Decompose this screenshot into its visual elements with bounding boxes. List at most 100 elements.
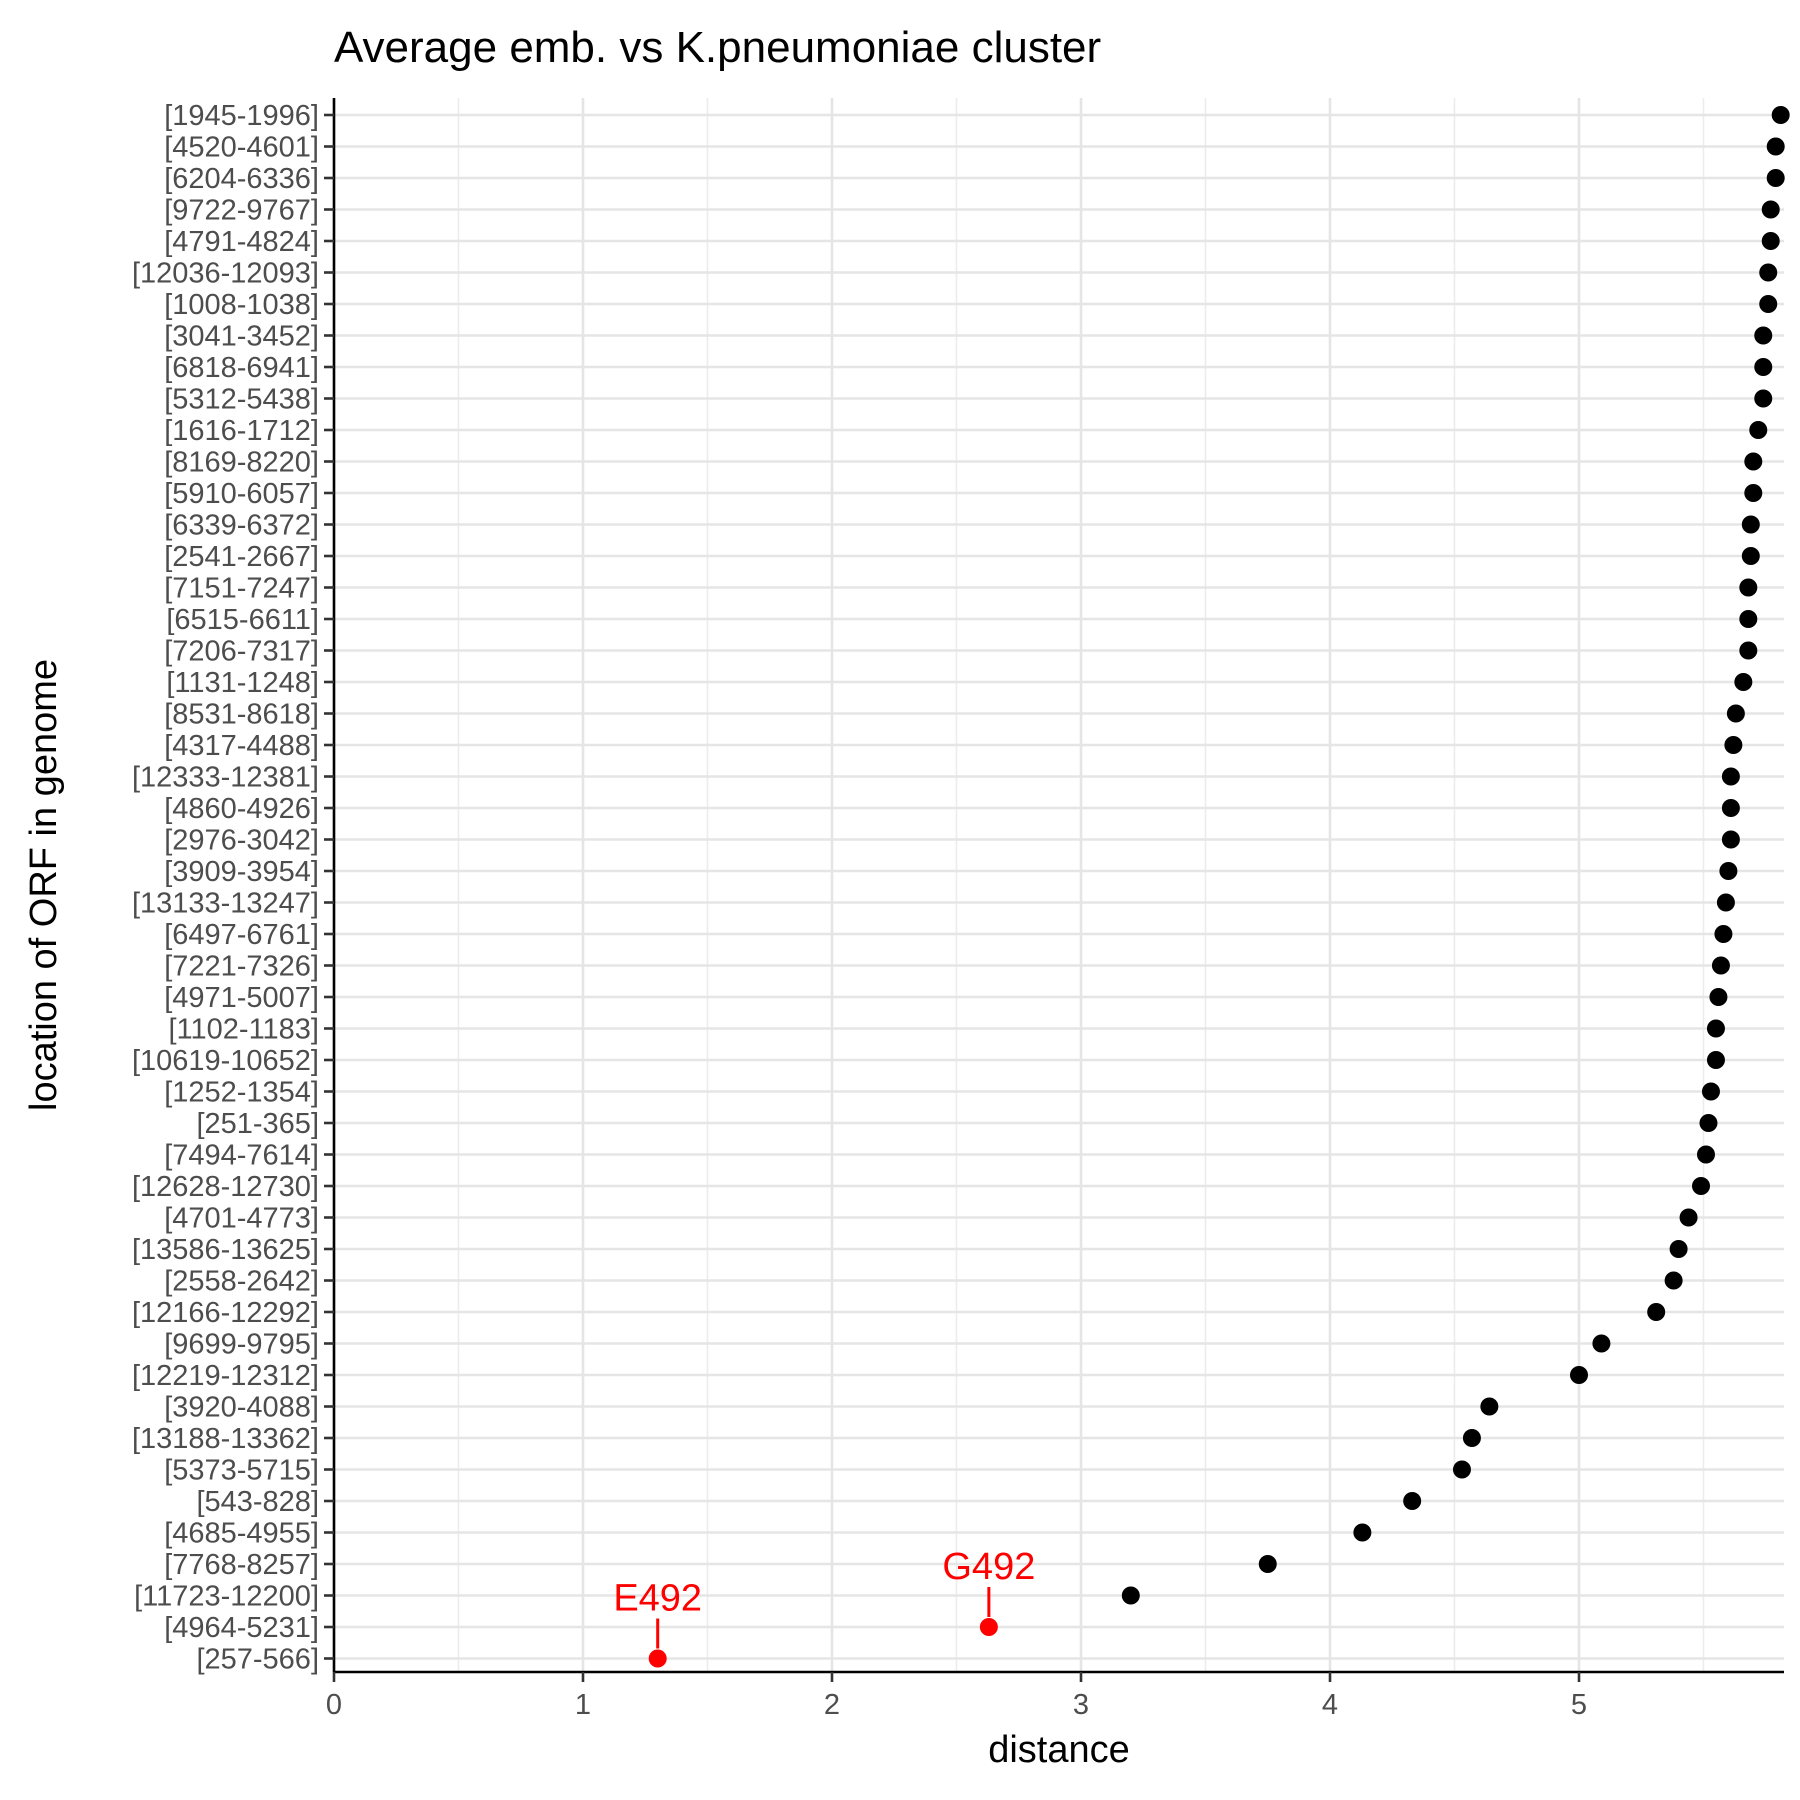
data-point [1739, 641, 1758, 660]
data-point [1734, 673, 1753, 691]
y-tick-label: [6204-6336] [164, 163, 319, 195]
y-tick-label: [543-828] [196, 1486, 319, 1518]
y-tick-label: [1008-1038] [164, 289, 319, 321]
data-point [1716, 893, 1735, 912]
y-tick-label: [4317-4488] [164, 730, 319, 762]
data-point [1759, 295, 1778, 313]
data-point [1739, 610, 1758, 628]
y-tick-label: [13188-13362] [132, 1423, 319, 1455]
axes [332, 98, 1784, 1674]
y-tick-label: [3909-3954] [164, 856, 319, 888]
data-point [1699, 1114, 1718, 1132]
y-tick-label: [1252-1354] [164, 1077, 319, 1109]
chart-title: Average emb. vs K.pneumoniae cluster [334, 23, 1101, 72]
data-point [1706, 1019, 1725, 1038]
y-tick-label: [1102-1183] [169, 1014, 320, 1046]
data-point [1766, 137, 1785, 156]
y-tick-label: [7494-7614] [164, 1140, 319, 1172]
data-point [1669, 1240, 1688, 1258]
data-point [1741, 547, 1760, 565]
y-tick-labels: [1945-1996][4520-4601][6204-6336][9722-9… [132, 100, 334, 1676]
data-point [1701, 1082, 1720, 1101]
data-point [1258, 1555, 1277, 1573]
data-point [1709, 988, 1728, 1006]
x-tick-label: 2 [824, 1689, 840, 1721]
y-tick-label: [5910-6057] [164, 478, 319, 510]
data-point [1462, 1429, 1481, 1447]
data-point [1761, 232, 1780, 250]
data-point [1724, 736, 1743, 754]
y-tick-label: [2541-2667] [164, 541, 319, 573]
x-tick-labels: 0 1 2 3 4 5 [326, 1672, 1587, 1721]
data-point [1744, 484, 1763, 502]
y-tick-label: [4791-4824] [164, 226, 319, 258]
y-tick-label: [5373-5715] [164, 1455, 319, 1487]
data-point [1570, 1366, 1588, 1384]
data-point [1766, 169, 1785, 187]
y-tick-label: [12166-12292] [132, 1297, 319, 1329]
y-tick-label: [7206-7317] [164, 636, 319, 668]
y-tick-label: [4685-4955] [164, 1518, 319, 1550]
y-tick-label: [4701-4773] [164, 1203, 319, 1235]
y-tick-label: [1945-1996] [164, 100, 319, 132]
data-point [1749, 421, 1768, 439]
data-point [1696, 1145, 1715, 1164]
data-point [1721, 799, 1740, 817]
data-point [1592, 1334, 1611, 1353]
data-point [1480, 1397, 1499, 1416]
data-point [1353, 1523, 1372, 1542]
y-tick-label: [1131-1248] [166, 667, 319, 699]
x-tick-label: 5 [1571, 1689, 1587, 1721]
annotation-label: E492 [613, 1578, 702, 1620]
data-point [1759, 263, 1778, 282]
y-tick-label: [8169-8220] [164, 447, 319, 479]
data-point [1739, 578, 1758, 597]
data-point [1692, 1177, 1711, 1195]
y-tick-label: [2558-2642] [164, 1266, 319, 1298]
data-point [1714, 925, 1733, 943]
highlight-point [648, 1649, 667, 1668]
y-tick-label: [4964-5231] [164, 1612, 319, 1644]
data-points [648, 106, 1790, 1668]
x-axis-title: distance [988, 1729, 1130, 1771]
y-tick-label: [4971-5007] [164, 982, 319, 1014]
y-tick-label: [12219-12312] [132, 1360, 319, 1392]
x-tick-label: 4 [1322, 1689, 1338, 1721]
x-tick-label: 1 [575, 1689, 591, 1721]
data-point [1771, 106, 1790, 124]
data-point [1679, 1208, 1698, 1227]
data-point [1744, 452, 1763, 471]
y-tick-label: [10619-10652] [132, 1045, 319, 1077]
data-point [1721, 830, 1740, 849]
y-tick-label: [11723-12200] [134, 1581, 319, 1613]
y-tick-label: [3920-4088] [164, 1392, 319, 1424]
data-point [1754, 389, 1773, 408]
x-tick-label: 3 [1073, 1689, 1089, 1721]
data-point [1706, 1051, 1725, 1069]
y-tick-label: [8531-8618] [164, 699, 319, 731]
y-tick-label: [12036-12093] [132, 258, 319, 290]
y-tick-label: [6818-6941] [164, 352, 319, 384]
y-tick-label: [9722-9767] [164, 195, 319, 227]
y-axis-title: location of ORF in genome [23, 659, 65, 1111]
highlight-point [979, 1618, 998, 1636]
data-point [1403, 1492, 1422, 1510]
data-point [1121, 1586, 1140, 1605]
y-tick-label: [6515-6611] [166, 604, 319, 636]
data-point [1711, 956, 1730, 975]
y-tick-label: [7221-7326] [164, 951, 319, 983]
x-tick-label: 0 [326, 1689, 342, 1721]
data-point [1761, 200, 1780, 219]
data-point [1452, 1460, 1471, 1479]
y-tick-label: [7768-8257] [164, 1549, 319, 1581]
y-tick-label: [13133-13247] [132, 888, 319, 920]
data-point [1754, 326, 1773, 345]
y-tick-label: [12628-12730] [132, 1171, 319, 1203]
y-tick-label: [7151-7247] [164, 573, 319, 605]
y-tick-label: [3041-3452] [164, 321, 319, 353]
data-point [1721, 767, 1740, 786]
y-tick-label: [2976-3042] [164, 825, 319, 857]
grid [332, 98, 1784, 1672]
data-point [1726, 704, 1745, 723]
